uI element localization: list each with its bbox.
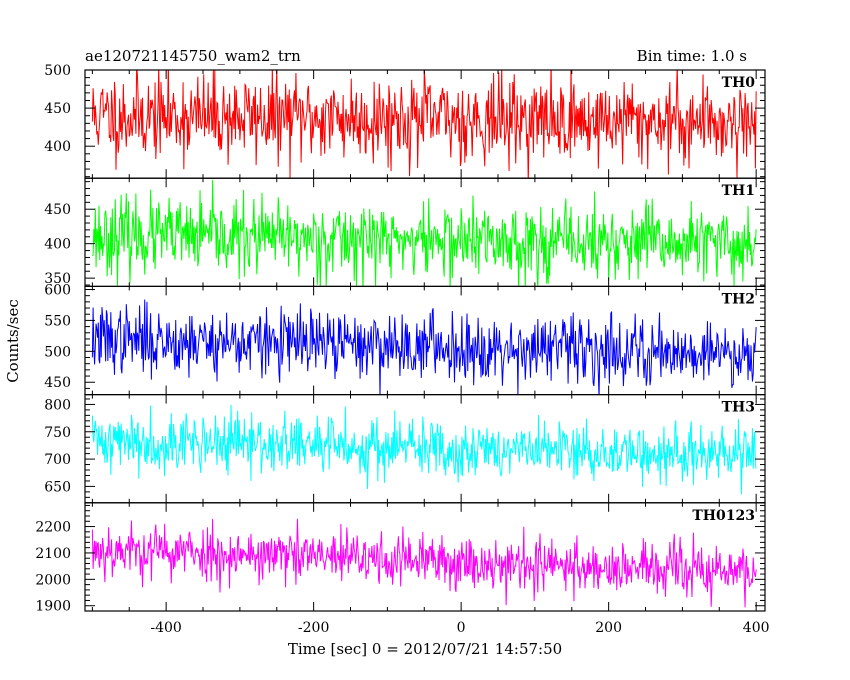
x-tick-label: -400 xyxy=(150,620,181,636)
y-tick-label: 450 xyxy=(44,101,71,117)
y-tick-label: 400 xyxy=(44,237,71,253)
panel-label: TH0123 xyxy=(692,508,755,524)
panel-th0: 400 450 500 TH0 xyxy=(44,63,766,179)
chart-title: ae120721145750_wam2_trn xyxy=(85,47,301,65)
y-tick-label: 450 xyxy=(44,375,71,391)
panel-frame xyxy=(84,502,766,612)
x-axis-label: Time [sec] 0 = 2012/07/21 14:57:50 xyxy=(288,640,562,658)
y-tick-label: 450 xyxy=(44,202,71,218)
series-line-th1 xyxy=(91,179,757,287)
y-tick-label: 550 xyxy=(44,313,71,329)
x-axis: -400 -200 0 200 400 xyxy=(150,620,769,636)
series-line-th3 xyxy=(91,404,757,495)
y-tick-label: 500 xyxy=(44,63,71,79)
y-tick-label: 600 xyxy=(44,282,71,298)
y-tick-label: 350 xyxy=(44,271,71,287)
panel-label: TH3 xyxy=(722,400,755,416)
y-tick-label: 2100 xyxy=(35,546,71,562)
y-tick-label: 750 xyxy=(44,425,71,441)
panel-label: TH1 xyxy=(722,183,755,199)
x-tick-label: -200 xyxy=(298,620,329,636)
y-axis-label: Counts/sec xyxy=(4,299,22,383)
x-tick-label: 0 xyxy=(457,620,466,636)
y-tick-label: 500 xyxy=(44,344,71,360)
chart-subtitle: Bin time: 1.0 s xyxy=(637,47,747,65)
y-tick-label: 650 xyxy=(44,479,71,495)
panels-group: 400 450 500 TH0 350 400 450 TH1 450 500 550 600 TH2 6… xyxy=(35,63,766,615)
x-tick-label: 400 xyxy=(743,620,770,636)
y-tick-label: 800 xyxy=(44,397,71,413)
y-tick-label: 400 xyxy=(44,139,71,155)
panel-th3: 650 700 750 800 TH3 xyxy=(44,394,766,504)
y-tick-label: 1900 xyxy=(35,599,71,615)
series-line-th0 xyxy=(91,70,757,179)
panel-th0123: 1900 2000 2100 2200 TH0123 xyxy=(35,502,766,615)
panel-th2: 450 500 550 600 TH2 xyxy=(44,282,766,396)
series-line-th2 xyxy=(91,299,757,395)
panel-label: TH0 xyxy=(722,75,756,91)
x-tick-label: 200 xyxy=(595,620,622,636)
y-tick-label: 700 xyxy=(44,452,71,468)
panel-th1: 350 400 450 TH1 xyxy=(44,177,766,287)
y-tick-label: 2200 xyxy=(35,520,71,536)
series-line-th0123 xyxy=(91,518,757,608)
panel-label: TH2 xyxy=(722,291,755,307)
y-tick-label: 2000 xyxy=(35,572,71,588)
